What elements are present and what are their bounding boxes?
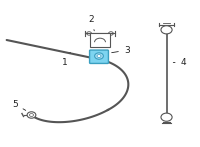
FancyBboxPatch shape: [90, 34, 110, 47]
Circle shape: [161, 113, 172, 121]
Circle shape: [87, 32, 91, 35]
Circle shape: [95, 53, 103, 59]
Text: 2: 2: [88, 15, 94, 31]
Circle shape: [161, 26, 172, 34]
Circle shape: [27, 112, 36, 118]
Text: 1: 1: [62, 52, 70, 67]
Circle shape: [109, 32, 113, 35]
Circle shape: [29, 113, 33, 116]
Text: 4: 4: [173, 58, 186, 67]
FancyBboxPatch shape: [90, 50, 108, 64]
Text: 3: 3: [112, 46, 130, 55]
Circle shape: [97, 55, 101, 57]
Text: 5: 5: [12, 100, 26, 110]
